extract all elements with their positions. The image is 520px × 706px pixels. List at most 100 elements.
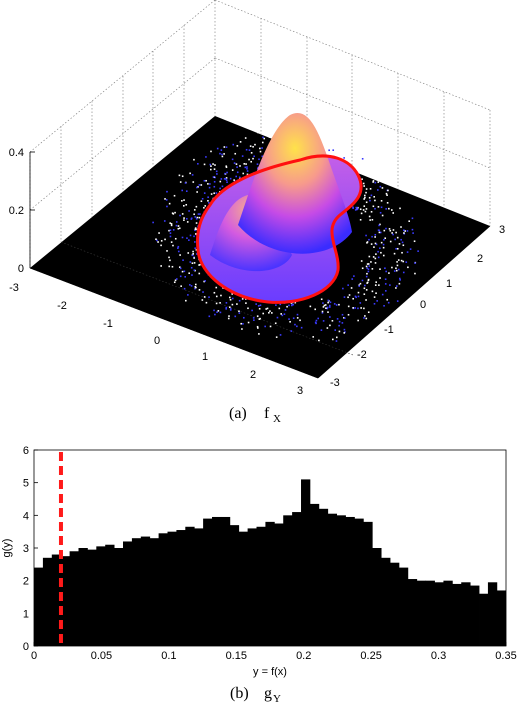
sample-point <box>357 307 359 310</box>
sample-point <box>343 332 346 334</box>
sample-point <box>264 325 266 328</box>
sample-point <box>361 157 364 160</box>
sample-point <box>368 196 371 199</box>
sample-point <box>215 170 218 173</box>
y-axis-ticks: 0 1 2 3 4 5 6 <box>23 445 38 653</box>
sample-point <box>280 313 282 315</box>
sample-point <box>250 152 253 154</box>
sample-point <box>275 304 277 306</box>
sample-point <box>396 285 398 287</box>
sample-point <box>360 260 363 262</box>
sample-point <box>203 192 206 194</box>
sample-point <box>398 243 401 245</box>
sample-point <box>411 217 414 220</box>
sample-point <box>193 158 195 161</box>
sample-point <box>213 291 216 294</box>
sample-point <box>245 302 247 304</box>
histogram-bar <box>87 549 97 646</box>
sample-point <box>355 296 357 299</box>
sample-point <box>396 247 399 250</box>
sample-point <box>179 214 181 217</box>
sample-point <box>325 307 327 309</box>
sample-point <box>219 302 221 304</box>
sample-point <box>170 241 173 243</box>
histogram-bar <box>416 580 427 646</box>
sample-point <box>388 207 390 210</box>
sample-point <box>326 306 329 309</box>
sample-point <box>367 270 370 273</box>
x-tick-label: 0 <box>31 650 37 662</box>
sample-point <box>189 261 192 263</box>
sample-point <box>396 261 398 263</box>
y-tick-label: 3 <box>499 224 505 236</box>
sample-point <box>239 165 241 167</box>
sample-point <box>374 207 376 210</box>
sample-point <box>193 257 195 259</box>
sample-point <box>314 321 317 324</box>
sample-point <box>333 303 336 305</box>
sample-point <box>192 181 195 183</box>
sample-point <box>248 149 251 151</box>
sample-point <box>278 307 281 310</box>
sample-point <box>183 287 186 290</box>
histogram-bar <box>149 538 160 646</box>
sample-point <box>220 149 223 151</box>
sample-point <box>226 181 228 184</box>
z-axis-ticks: 0 0.2 0.4 <box>9 147 35 275</box>
sample-point <box>366 241 369 243</box>
sample-point <box>364 196 366 199</box>
histogram-bar <box>220 516 231 646</box>
sample-point <box>214 313 216 316</box>
sample-point <box>189 172 191 175</box>
sample-point <box>205 156 207 158</box>
sample-point <box>231 297 234 300</box>
sample-point <box>400 238 402 241</box>
sample-point <box>182 259 184 261</box>
sample-point <box>213 309 215 312</box>
sample-point <box>360 212 363 215</box>
sample-point <box>370 210 373 213</box>
sample-point <box>363 198 365 200</box>
histogram-bar <box>425 580 435 646</box>
sample-point <box>338 320 341 323</box>
sample-point <box>369 188 372 190</box>
sample-point <box>359 218 362 221</box>
sample-point <box>209 163 212 166</box>
sample-point <box>212 176 215 178</box>
sample-point <box>241 298 244 300</box>
sample-point <box>205 301 208 304</box>
histogram-bar <box>363 521 373 646</box>
sample-point <box>381 187 384 189</box>
sample-point <box>203 296 206 298</box>
sample-point <box>332 338 334 341</box>
sample-point <box>196 191 198 193</box>
sample-point <box>172 213 175 215</box>
sample-point <box>373 246 375 248</box>
sample-point <box>387 189 389 192</box>
sample-point <box>359 302 362 304</box>
sample-point <box>371 235 373 238</box>
x-tick-label: -2 <box>57 300 67 312</box>
sample-point <box>262 312 265 315</box>
sample-point <box>366 242 368 244</box>
sample-point <box>360 165 363 168</box>
sample-point <box>181 270 184 273</box>
sample-point <box>320 298 323 301</box>
x-tick-label: 1 <box>202 351 208 363</box>
sample-point <box>323 304 326 307</box>
sample-point <box>335 340 338 342</box>
sample-point <box>368 215 371 218</box>
sample-point <box>393 252 396 255</box>
sample-point <box>178 174 181 177</box>
sample-point <box>268 136 271 138</box>
sample-point <box>233 179 235 181</box>
sample-point <box>274 322 277 325</box>
sample-point <box>228 306 231 309</box>
sample-point <box>170 223 173 225</box>
sample-point <box>225 146 228 148</box>
sample-point <box>384 267 386 270</box>
sample-point <box>207 183 209 185</box>
sample-point <box>375 292 377 294</box>
sample-point <box>177 250 180 253</box>
histogram-bar <box>60 556 71 646</box>
